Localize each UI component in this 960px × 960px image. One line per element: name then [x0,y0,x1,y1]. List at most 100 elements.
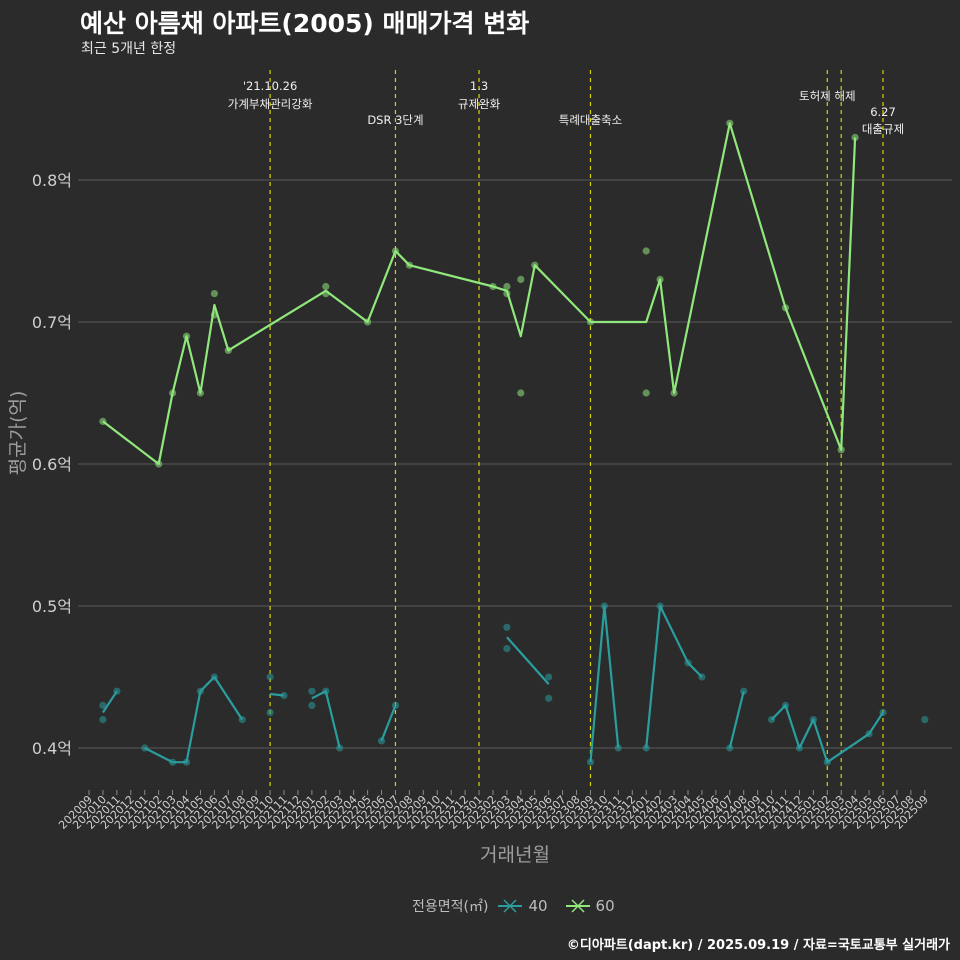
data-point-40 [865,730,873,738]
data-point-40 [503,623,511,631]
data-point-40 [545,694,553,702]
data-point-40 [698,673,706,681]
data-point-40 [545,673,553,681]
data-point-40 [182,758,191,766]
data-point-60 [851,133,859,141]
data-point-60 [489,282,497,291]
data-point-60 [503,290,511,298]
data-point-60 [169,389,177,397]
data-point-60 [642,247,650,255]
data-point-40 [141,744,149,752]
data-point-40 [391,701,400,710]
data-point-60 [210,290,218,298]
data-point-40 [336,744,344,752]
y-tick-label: 0.5억 [32,597,72,616]
series-layer [99,119,929,766]
data-point-40 [503,645,511,653]
data-point-60 [837,446,845,454]
data-point-60 [781,304,790,312]
series-line-40 [728,690,745,749]
y-tick-label: 0.8억 [32,171,72,190]
data-point-40 [684,659,692,667]
series-line-40 [144,675,244,764]
y-axis-ticks: 0.4억 0.5억 0.6억 0.7억 0.8억 [32,171,72,758]
data-point-40 [642,744,650,752]
data-point-40 [280,691,288,700]
data-point-60 [322,282,330,291]
data-point-60 [405,261,413,269]
data-point-40 [879,708,887,717]
series-line-40 [645,604,703,749]
series-line-40 [506,636,550,685]
event-label: 규제완화 [458,97,501,111]
data-point-40 [210,673,218,681]
chart-subtitle: 최근 5개년 한정 [81,41,177,57]
y-tick-label: 0.7억 [32,313,72,332]
data-point-60 [517,389,525,397]
data-point-60 [642,389,650,397]
data-point-60 [586,318,595,326]
data-point-60 [182,332,191,340]
data-point-60 [670,389,678,397]
data-point-40 [809,716,818,724]
source-caption: ©디아파트(dapt.kr) / 2025.09.19 / 자료=국토교통부 실… [566,938,950,953]
data-point-40 [196,687,204,695]
x-axis-ticks: 2020092020102020112020122021012021022021… [56,790,931,832]
data-point-40 [614,744,622,752]
data-point-60 [196,389,204,397]
data-point-40 [322,687,330,695]
data-point-40 [308,701,316,710]
data-point-40 [238,716,246,724]
data-point-40 [921,716,929,724]
data-point-60 [99,417,107,425]
x-axis-label: 거래년월 [480,844,550,866]
data-point-40 [99,716,107,724]
y-axis-label: 평균가(억) [7,391,29,476]
data-point-40 [795,744,804,752]
data-point-60 [656,275,664,283]
event-label: 가계부채관리강화 [228,97,313,111]
data-point-40 [768,716,776,724]
data-point-60 [364,318,372,326]
legend-label-60: 60 [595,897,615,915]
event-label: '21.10.26 [243,79,297,93]
data-point-60 [322,290,330,298]
data-point-60 [224,346,232,354]
legend-title: 전용면적(㎡) [412,899,489,915]
event-label: DSR 3단계 [367,113,423,127]
event-label: 특례대출축소 [559,113,622,127]
data-point-40 [266,708,274,717]
data-point-60 [391,247,400,255]
data-point-40 [823,758,831,766]
data-point-40 [656,602,664,610]
y-tick-label: 0.6억 [32,455,72,474]
event-label: 1.3 [470,79,488,93]
data-point-60 [517,275,525,283]
y-tick-label: 0.4억 [32,739,72,758]
data-point-40 [600,602,609,610]
grid-layer [78,179,952,749]
data-point-40 [169,758,177,766]
series-line-40 [380,704,397,742]
data-point-40 [266,673,274,681]
data-point-60 [531,261,539,269]
legend-label-40: 40 [528,897,548,915]
event-label: 대출규제 [862,122,904,136]
data-point-60 [155,460,163,468]
data-point-40 [781,701,790,710]
data-point-40 [99,701,107,710]
legend: 전용면적(㎡) 40 60 [412,896,623,916]
data-point-40 [726,744,734,752]
legend-key-60 [565,899,590,913]
data-point-40 [586,758,595,766]
data-point-60 [503,282,511,291]
data-point-40 [377,737,386,745]
series-line-40 [589,604,620,763]
event-label: 토허제 해제 [799,89,856,103]
data-point-60 [726,119,734,127]
data-point-60 [210,311,218,319]
chart-title: 예산 아름채 아파트(2005) 매매가격 변화 [80,9,530,38]
data-point-40 [113,687,121,695]
